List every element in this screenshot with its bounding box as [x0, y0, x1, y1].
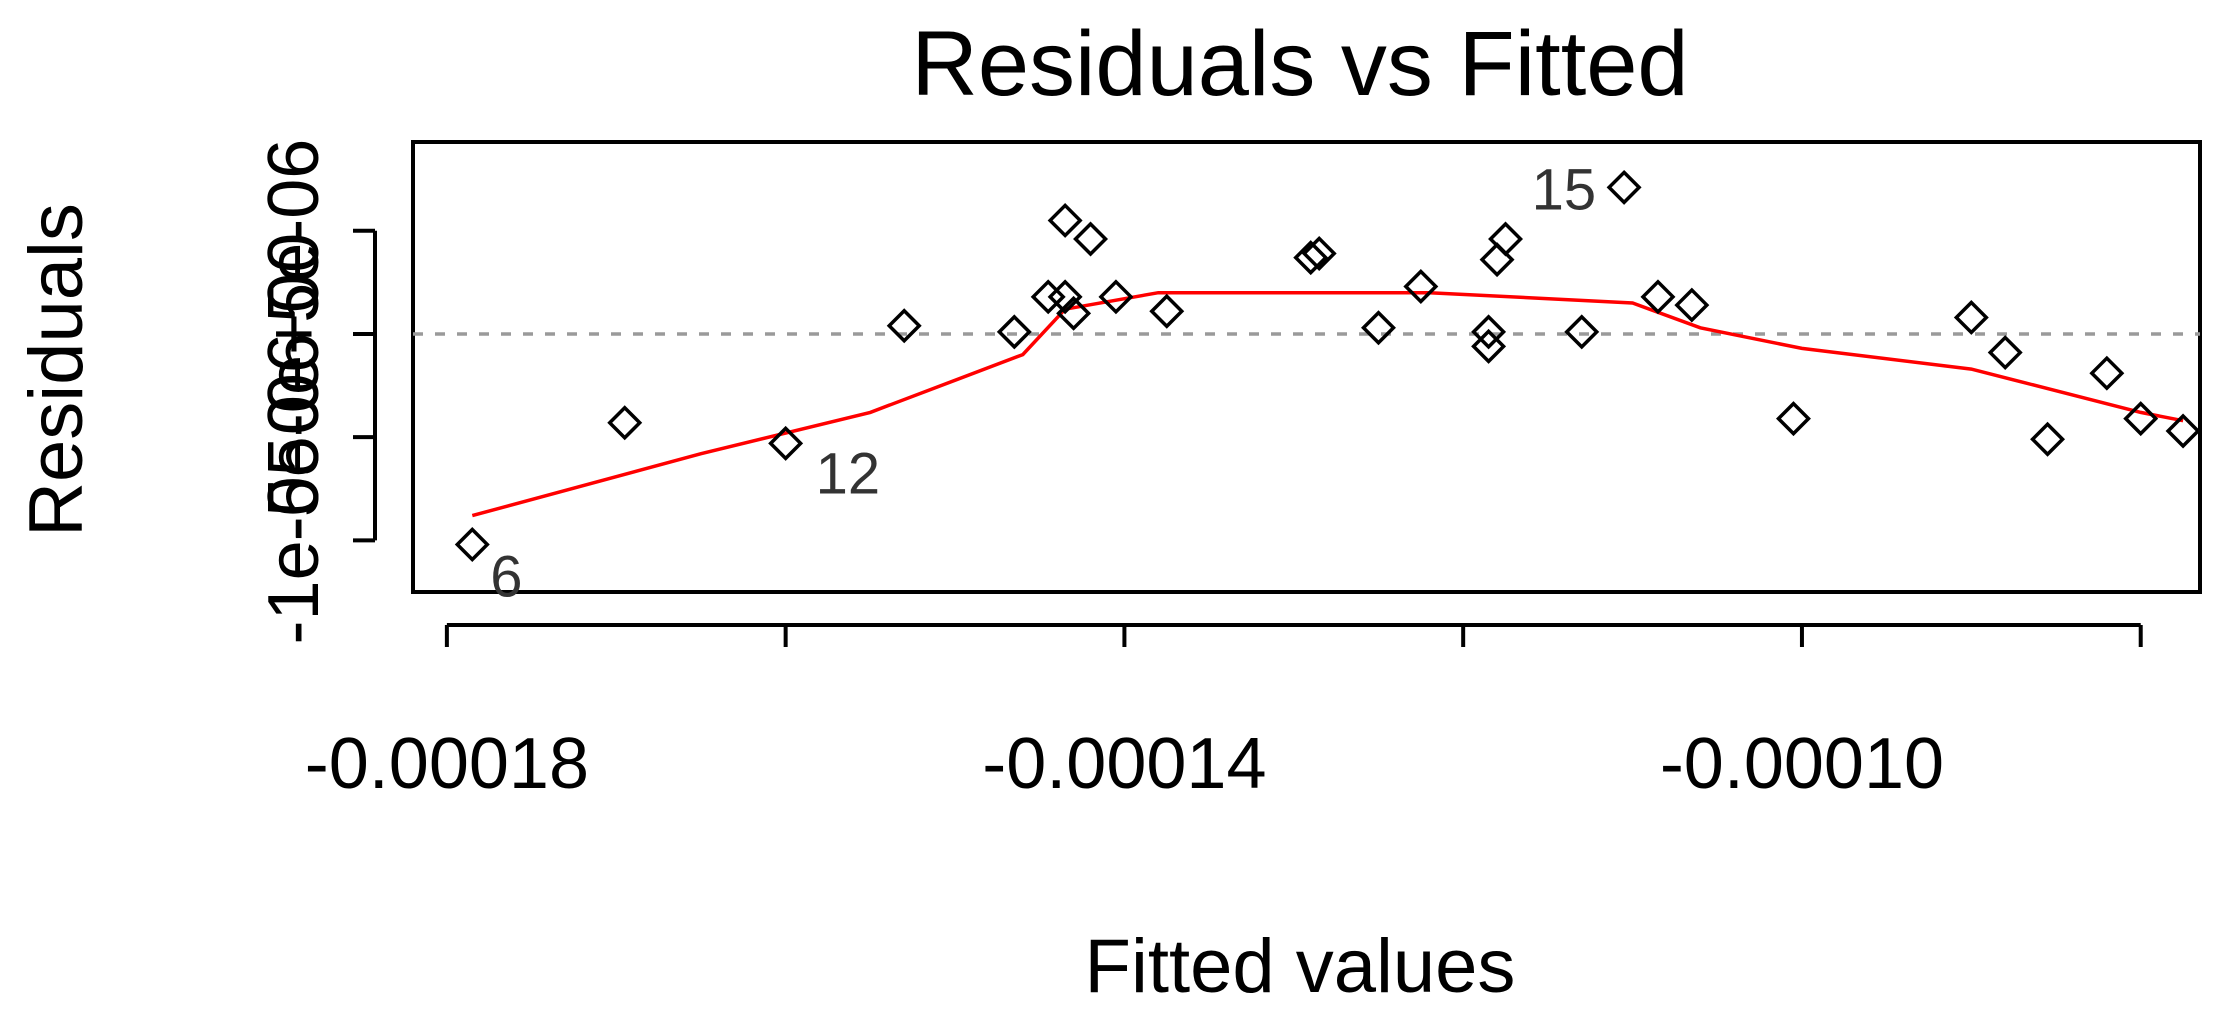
point-label: 12 — [816, 441, 881, 506]
data-point — [1479, 242, 1515, 278]
chart-title: Residuals vs Fitted — [911, 13, 1688, 115]
point-label: 15 — [1532, 157, 1597, 222]
x-tick-label: -0.00014 — [982, 724, 1266, 804]
point-label: 6 — [490, 545, 522, 610]
data-point — [1149, 293, 1185, 329]
data-point — [1403, 269, 1439, 304]
data-point — [1987, 335, 2023, 371]
y-tick-label: -1e-05 — [254, 436, 334, 644]
smooth-line-layer — [471, 290, 2184, 518]
x-axis: -0.00018 -0.00014 -0.00010 — [305, 623, 2143, 804]
data-point — [1361, 310, 1396, 346]
data-point — [1953, 299, 1989, 335]
data-point — [1776, 401, 1811, 437]
data-point — [454, 527, 490, 562]
points-layer — [454, 169, 2201, 562]
data-point — [996, 314, 1032, 350]
data-point — [1301, 235, 1337, 271]
y-tick-label: 0e+00 — [254, 233, 334, 435]
y-tick-label: 5e-06 — [254, 139, 334, 323]
x-axis-label: Fitted values — [1085, 924, 1516, 1009]
data-point — [1488, 221, 1524, 257]
data-point — [768, 425, 804, 461]
x-tick-label: -0.00010 — [1660, 724, 1944, 804]
data-point — [2123, 401, 2159, 437]
data-point — [1056, 295, 1092, 331]
data-point — [886, 308, 922, 344]
data-point — [1564, 314, 1600, 350]
data-point — [1293, 240, 1329, 276]
plot-border — [411, 140, 2202, 594]
y-axis-label: Residuals — [14, 203, 99, 537]
x-tick-label: -0.00018 — [305, 724, 589, 804]
data-point — [607, 405, 643, 441]
smoother-line — [471, 290, 2184, 518]
data-point — [2030, 421, 2066, 457]
data-point — [2089, 355, 2125, 391]
data-point — [1098, 279, 1134, 315]
point-labels-layer: 6 12 15 — [490, 157, 1596, 609]
plot-area: 6 12 15 — [411, 140, 2202, 610]
data-point — [1073, 221, 1109, 257]
data-point — [2165, 413, 2201, 449]
data-point — [1640, 279, 1676, 315]
data-point — [1047, 279, 1083, 315]
data-point — [1674, 287, 1710, 323]
data-point — [1471, 314, 1507, 350]
data-point — [1047, 202, 1083, 238]
y-tick-label: -5e-06 — [254, 333, 334, 541]
data-point — [1471, 328, 1507, 364]
data-point — [1606, 169, 1642, 205]
data-point — [1030, 279, 1066, 315]
